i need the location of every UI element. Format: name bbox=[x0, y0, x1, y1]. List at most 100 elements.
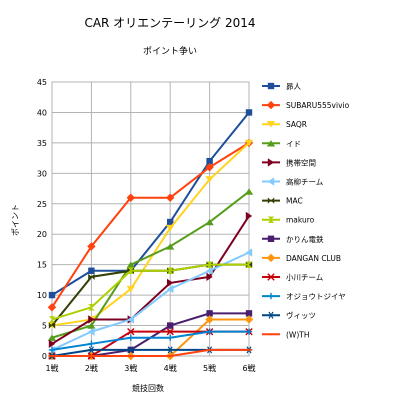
series-5 bbox=[48, 248, 253, 355]
series-line bbox=[51, 263, 249, 321]
legend-label: 昴人 bbox=[286, 82, 301, 91]
legend-marker bbox=[267, 197, 275, 204]
data-point bbox=[167, 218, 174, 226]
data-point bbox=[166, 193, 175, 202]
data-point bbox=[205, 176, 214, 183]
data-point bbox=[127, 327, 135, 336]
data-point bbox=[127, 346, 134, 354]
series-line bbox=[51, 190, 250, 339]
legend-label: SUBARU555vivio bbox=[286, 101, 350, 110]
legend-label: MAC bbox=[286, 197, 303, 206]
data-point bbox=[47, 334, 57, 341]
data-point bbox=[47, 303, 57, 312]
series-line bbox=[51, 111, 250, 296]
legend-label: イド bbox=[286, 139, 301, 148]
legend-item: かりん電鉄 bbox=[262, 234, 324, 244]
data-point bbox=[87, 322, 96, 329]
legend-label: 携帯空間 bbox=[286, 157, 316, 167]
series-line bbox=[51, 142, 250, 308]
x-tick-label: 3戦 bbox=[124, 363, 137, 373]
data-point bbox=[166, 327, 174, 336]
data-point bbox=[245, 261, 253, 268]
legend-item: DANGAN CLUB bbox=[262, 253, 341, 263]
data-point bbox=[126, 193, 135, 202]
data-point bbox=[206, 266, 213, 275]
data-point bbox=[48, 316, 56, 323]
series-10 bbox=[48, 327, 253, 360]
data-point bbox=[166, 224, 175, 232]
data-point bbox=[127, 267, 134, 274]
y-tick-label: 10 bbox=[37, 291, 47, 300]
data-point bbox=[244, 188, 254, 195]
data-point bbox=[127, 315, 134, 324]
series-11 bbox=[48, 328, 253, 354]
legend-item: MAC bbox=[262, 197, 303, 206]
legend-marker bbox=[267, 292, 275, 300]
legend-marker bbox=[266, 140, 276, 147]
data-point bbox=[167, 334, 174, 341]
data-point bbox=[48, 322, 56, 329]
legend-marker bbox=[267, 311, 275, 319]
series-7 bbox=[48, 261, 253, 323]
legend-item: SAQR bbox=[262, 120, 307, 129]
legend-label: DANGAN CLUB bbox=[286, 254, 341, 263]
data-point bbox=[88, 304, 95, 311]
data-point bbox=[48, 339, 56, 349]
data-point bbox=[87, 242, 96, 251]
data-point bbox=[205, 315, 214, 324]
chart-subtitle: ポイント争い bbox=[143, 45, 197, 57]
legend-item: 高柳チーム bbox=[262, 177, 323, 187]
chart-title: CAR オリエンテーリング 2014 bbox=[84, 16, 255, 30]
legend-marker bbox=[266, 121, 276, 128]
data-point bbox=[245, 310, 253, 317]
y-axis-label: ポイント bbox=[11, 204, 20, 236]
y-tick-label: 30 bbox=[37, 169, 47, 178]
y-tick-label: 35 bbox=[37, 139, 47, 148]
x-tick-label: 2戦 bbox=[85, 363, 98, 373]
data-point bbox=[166, 243, 175, 250]
series-1 bbox=[47, 138, 254, 312]
data-point bbox=[88, 273, 95, 281]
data-point bbox=[205, 163, 214, 172]
series-13 bbox=[48, 348, 253, 357]
legend-item: イド bbox=[262, 139, 301, 148]
plot-border bbox=[51, 81, 250, 357]
data-point bbox=[167, 278, 174, 288]
legend-item: (W)TH bbox=[262, 330, 310, 339]
legend-item: 小川チーム bbox=[262, 273, 323, 282]
plot-area bbox=[47, 109, 254, 361]
x-axis-ticks: 1戦 2戦 3戦 4戦 5戦 6戦 bbox=[45, 363, 255, 373]
data-point bbox=[206, 328, 213, 335]
data-point bbox=[127, 334, 134, 341]
legend-marker bbox=[267, 82, 275, 90]
legend-marker bbox=[267, 158, 275, 167]
series-3 bbox=[47, 188, 254, 341]
data-point bbox=[88, 327, 95, 336]
legend-item: SUBARU555vivio bbox=[262, 100, 350, 110]
legend-marker bbox=[267, 177, 275, 186]
data-point bbox=[88, 315, 95, 324]
data-point bbox=[206, 261, 213, 268]
gridlines bbox=[51, 81, 250, 357]
legend-label: SAQR bbox=[286, 120, 307, 129]
data-point bbox=[205, 218, 214, 226]
legend-label: (W)TH bbox=[286, 330, 310, 339]
y-tick-label: 45 bbox=[37, 78, 47, 87]
data-point bbox=[167, 284, 174, 294]
data-point bbox=[245, 248, 253, 257]
legend-item: 携帯空間 bbox=[262, 157, 316, 167]
data-point bbox=[48, 346, 56, 354]
data-point bbox=[88, 340, 95, 348]
series-line bbox=[51, 330, 249, 351]
data-point bbox=[245, 109, 253, 116]
series-4 bbox=[48, 211, 253, 349]
legend-label: 高柳チーム bbox=[286, 177, 323, 187]
data-point bbox=[88, 346, 95, 354]
data-point bbox=[167, 346, 174, 354]
data-point bbox=[126, 261, 135, 268]
y-tick-label: 20 bbox=[37, 230, 47, 239]
series-12 bbox=[48, 346, 253, 360]
legend-label: オジョウトジイヤ bbox=[286, 292, 346, 301]
